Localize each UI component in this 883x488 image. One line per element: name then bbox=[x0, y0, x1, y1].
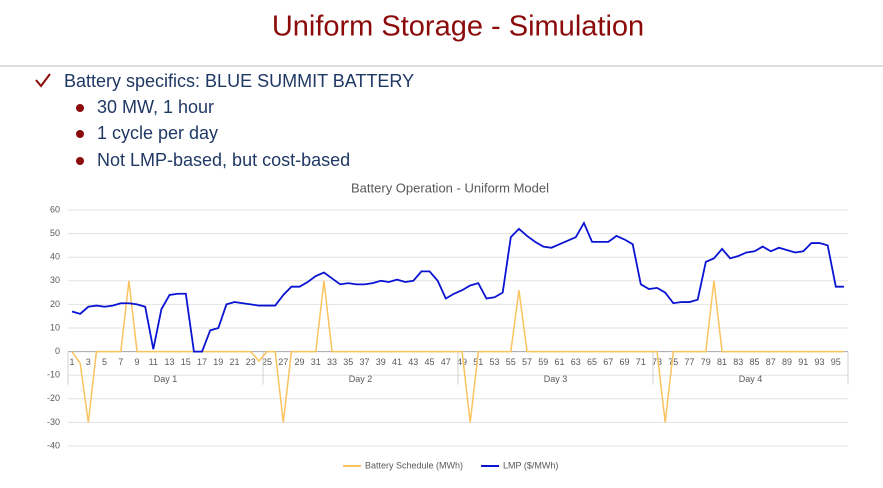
group-label: Day 3 bbox=[544, 374, 568, 384]
y-tick-label: 60 bbox=[50, 204, 60, 214]
x-tick-label: 73 bbox=[652, 357, 662, 367]
slide-title: Uniform Storage - Simulation bbox=[272, 11, 644, 43]
x-tick-label: 25 bbox=[262, 357, 272, 367]
x-tick-label: 57 bbox=[522, 357, 532, 367]
x-tick-label: 61 bbox=[555, 357, 565, 367]
bullet-dot bbox=[76, 104, 84, 112]
x-tick-label: 15 bbox=[181, 357, 191, 367]
x-tick-label: 95 bbox=[831, 357, 841, 367]
x-tick-label: 31 bbox=[311, 357, 321, 367]
x-tick-label: 27 bbox=[278, 357, 288, 367]
x-tick-label: 5 bbox=[102, 357, 107, 367]
x-tick-label: 11 bbox=[149, 357, 158, 367]
x-tick-label: 37 bbox=[360, 357, 370, 367]
x-tick-label: 51 bbox=[473, 357, 483, 367]
x-tick-label: 55 bbox=[506, 357, 516, 367]
x-tick-label: 13 bbox=[165, 357, 175, 367]
x-tick-label: 29 bbox=[295, 357, 305, 367]
group-label: Day 4 bbox=[739, 374, 763, 384]
x-tick-label: 87 bbox=[766, 357, 776, 367]
x-tick-label: 83 bbox=[733, 357, 743, 367]
x-tick-label: 49 bbox=[457, 357, 467, 367]
x-tick-label: 33 bbox=[327, 357, 337, 367]
y-tick-label: 40 bbox=[50, 252, 60, 262]
y-tick-label: 30 bbox=[50, 275, 60, 285]
bullet-sub: 1 cycle per day bbox=[97, 123, 218, 143]
bullet-dot bbox=[76, 130, 84, 138]
x-tick-label: 17 bbox=[197, 357, 207, 367]
bullet-main: Battery specifics: BLUE SUMMIT BATTERY bbox=[64, 71, 414, 91]
x-tick-label: 23 bbox=[246, 357, 256, 367]
x-tick-label: 9 bbox=[135, 357, 140, 367]
x-tick-label: 35 bbox=[343, 357, 353, 367]
y-tick-label: -40 bbox=[47, 440, 60, 450]
x-tick-label: 69 bbox=[620, 357, 630, 367]
y-tick-label: -20 bbox=[47, 393, 60, 403]
x-tick-label: 89 bbox=[782, 357, 792, 367]
x-tick-label: 39 bbox=[376, 357, 386, 367]
x-tick-label: 43 bbox=[408, 357, 418, 367]
x-tick-label: 63 bbox=[571, 357, 581, 367]
x-tick-label: 53 bbox=[490, 357, 500, 367]
y-tick-label: 20 bbox=[50, 299, 60, 309]
x-tick-label: 47 bbox=[441, 357, 451, 367]
x-tick-label: 65 bbox=[587, 357, 597, 367]
x-tick-label: 41 bbox=[392, 357, 402, 367]
x-tick-label: 81 bbox=[717, 357, 727, 367]
x-tick-label: 91 bbox=[798, 357, 808, 367]
x-tick-label: 67 bbox=[603, 357, 613, 367]
x-tick-label: 45 bbox=[425, 357, 435, 367]
chart-title: Battery Operation - Uniform Model bbox=[351, 180, 549, 195]
x-tick-label: 85 bbox=[750, 357, 760, 367]
bullet-sub: 30 MW, 1 hour bbox=[97, 97, 214, 117]
x-tick-label: 7 bbox=[118, 357, 123, 367]
x-tick-label: 21 bbox=[230, 357, 240, 367]
x-tick-label: 77 bbox=[685, 357, 695, 367]
y-tick-label: 0 bbox=[55, 346, 60, 356]
x-tick-label: 75 bbox=[668, 357, 678, 367]
x-tick-label: 59 bbox=[538, 357, 548, 367]
y-tick-label: -30 bbox=[47, 417, 60, 427]
x-tick-label: 93 bbox=[815, 357, 825, 367]
check-icon bbox=[35, 73, 51, 88]
bullet-sub: Not LMP-based, but cost-based bbox=[97, 150, 350, 170]
x-tick-label: 3 bbox=[86, 357, 91, 367]
y-tick-label: 50 bbox=[50, 228, 60, 238]
x-tick-label: 71 bbox=[636, 357, 646, 367]
x-tick-label: 79 bbox=[701, 357, 711, 367]
legend-label: LMP ($/MWh) bbox=[503, 460, 558, 470]
y-tick-label: -10 bbox=[47, 370, 60, 380]
group-label: Day 1 bbox=[154, 374, 178, 384]
group-label: Day 2 bbox=[349, 374, 373, 384]
legend-label: Battery Schedule (MWh) bbox=[365, 460, 463, 470]
x-tick-label: 1 bbox=[70, 357, 75, 367]
y-tick-label: 10 bbox=[50, 322, 60, 332]
x-tick-label: 19 bbox=[213, 357, 223, 367]
bullet-dot bbox=[76, 157, 84, 165]
series-line bbox=[71, 220, 844, 353]
